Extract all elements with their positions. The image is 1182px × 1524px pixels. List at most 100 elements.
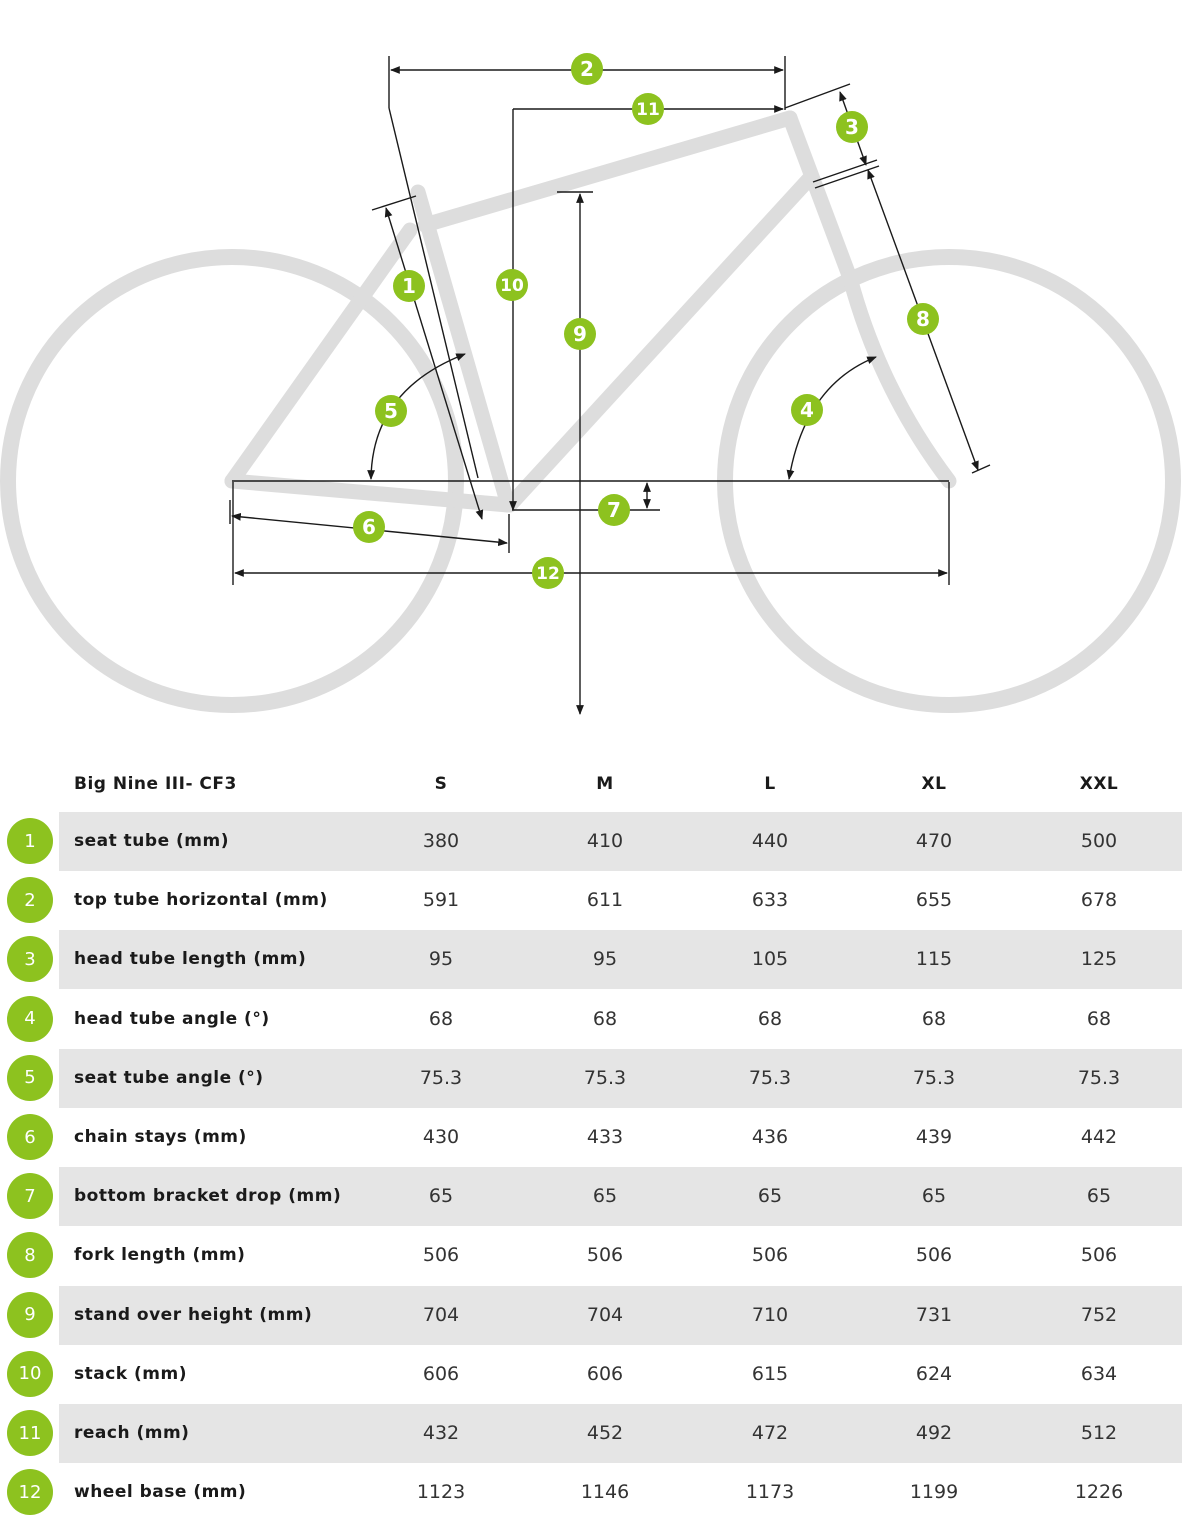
cell-value-xl: 115 bbox=[915, 948, 953, 971]
table-row: 1 seat tube (mm) 380 410 440 470 500 bbox=[0, 812, 1182, 871]
cell-value-xxl: 512 bbox=[1080, 1422, 1118, 1444]
table-row: 3 head tube length (mm) 95 95 105 115 125 bbox=[0, 930, 1182, 990]
size-header-m: M bbox=[596, 774, 614, 794]
cell-value-l: 472 bbox=[751, 1422, 789, 1444]
svg-text:1: 1 bbox=[402, 274, 416, 298]
row-number-badge: 1 bbox=[7, 818, 53, 864]
row-label: fork length (mm) bbox=[74, 1245, 246, 1266]
badge-6: 6 bbox=[353, 511, 385, 543]
cell-value-xl: 65 bbox=[921, 1185, 947, 1208]
cell-value-xl: 68 bbox=[921, 1007, 947, 1030]
cell-value-xxl: 634 bbox=[1080, 1362, 1118, 1385]
cell-value-m: 65 bbox=[592, 1185, 618, 1208]
cell-value-l: 615 bbox=[751, 1362, 789, 1385]
row-label: bottom bracket drop (mm) bbox=[74, 1186, 342, 1207]
size-header-l: L bbox=[764, 774, 776, 794]
cell-value-l: 633 bbox=[751, 889, 789, 912]
badge-10: 10 bbox=[496, 269, 528, 301]
cell-value-xxl: 500 bbox=[1080, 830, 1118, 852]
badge-9: 9 bbox=[564, 318, 596, 350]
cell-value-xxl: 65 bbox=[1086, 1185, 1112, 1208]
svg-text:6: 6 bbox=[362, 515, 376, 539]
cell-value-xxl: 752 bbox=[1080, 1303, 1118, 1326]
row-number-badge: 11 bbox=[7, 1410, 53, 1456]
cell-value-xxl: 506 bbox=[1080, 1244, 1118, 1267]
cell-value-s: 1123 bbox=[416, 1481, 466, 1504]
cell-value-m: 75.3 bbox=[583, 1066, 627, 1089]
cell-value-s: 75.3 bbox=[419, 1066, 463, 1089]
cell-value-m: 433 bbox=[586, 1126, 624, 1148]
svg-text:7: 7 bbox=[607, 498, 621, 522]
svg-text:3: 3 bbox=[845, 115, 859, 139]
svg-text:2: 2 bbox=[580, 57, 594, 81]
size-header-s: S bbox=[434, 774, 448, 794]
cell-value-l: 105 bbox=[751, 948, 789, 971]
row-number-badge: 2 bbox=[7, 877, 53, 924]
cell-value-xxl: 442 bbox=[1080, 1126, 1118, 1148]
cell-value-xxl: 75.3 bbox=[1077, 1066, 1121, 1089]
cell-value-l: 506 bbox=[751, 1244, 789, 1267]
bike-frame bbox=[224, 110, 957, 513]
cell-value-m: 611 bbox=[586, 889, 624, 912]
row-number-badge: 5 bbox=[7, 1054, 53, 1101]
row-number-badge: 10 bbox=[7, 1350, 53, 1397]
row-background bbox=[59, 812, 1182, 871]
svg-text:10: 10 bbox=[500, 276, 524, 296]
table-row: 6 chain stays (mm) 430 433 436 439 442 bbox=[0, 1108, 1182, 1167]
row-label: head tube length (mm) bbox=[74, 949, 307, 970]
cell-value-l: 65 bbox=[757, 1185, 783, 1208]
cell-value-xl: 1199 bbox=[909, 1481, 959, 1504]
row-number-badge: 4 bbox=[7, 995, 53, 1042]
cell-value-xl: 624 bbox=[915, 1362, 953, 1385]
cell-value-s: 65 bbox=[428, 1185, 454, 1208]
cell-value-s: 430 bbox=[422, 1126, 460, 1148]
table-header-row: Big Nine III- CF3 S M L XL XXL bbox=[0, 755, 1182, 814]
row-number-badge: 8 bbox=[7, 1232, 53, 1279]
cell-value-l: 68 bbox=[757, 1007, 783, 1030]
cell-value-xl: 655 bbox=[915, 889, 953, 912]
row-background bbox=[59, 930, 1182, 990]
cell-value-xxl: 1226 bbox=[1074, 1481, 1124, 1504]
row-number-badge: 3 bbox=[7, 936, 53, 983]
badge-11: 11 bbox=[632, 93, 664, 125]
dimension-badges: 1 2 3 4 5 6 7 8 9 10 11 12 bbox=[353, 53, 939, 589]
model-name: Big Nine III- CF3 bbox=[74, 774, 237, 794]
svg-text:9: 9 bbox=[573, 322, 587, 346]
row-label: head tube angle (°) bbox=[74, 1008, 270, 1029]
cell-value-l: 436 bbox=[751, 1126, 789, 1148]
cell-value-l: 1173 bbox=[745, 1481, 795, 1504]
cell-value-m: 704 bbox=[586, 1303, 624, 1326]
table-row: 7 bottom bracket drop (mm) 65 65 65 65 65 bbox=[0, 1167, 1182, 1227]
cell-value-m: 95 bbox=[592, 948, 618, 971]
row-label: seat tube (mm) bbox=[74, 831, 229, 851]
cell-value-xl: 470 bbox=[915, 830, 953, 852]
cell-value-m: 452 bbox=[586, 1422, 624, 1444]
cell-value-xl: 492 bbox=[915, 1422, 953, 1444]
row-background bbox=[59, 1048, 1182, 1108]
cell-value-xxl: 125 bbox=[1080, 948, 1118, 971]
row-label: wheel base (mm) bbox=[74, 1482, 247, 1503]
cell-value-xxl: 678 bbox=[1080, 889, 1118, 912]
table-row: 9 stand over height (mm) 704 704 710 731 752 bbox=[0, 1285, 1182, 1345]
row-number-badge: 6 bbox=[7, 1114, 53, 1160]
badge-12: 12 bbox=[532, 557, 564, 589]
table-row: 5 seat tube angle (°) 75.3 75.3 75.3 75.3 75.3 bbox=[0, 1048, 1182, 1108]
row-background bbox=[59, 1285, 1182, 1345]
table-row: 2 top tube horizontal (mm) 591 611 633 655 678 bbox=[0, 871, 1182, 930]
table-row: 10 stack (mm) 606 606 615 624 634 bbox=[0, 1345, 1182, 1404]
bike-geometry-diagram: 1 2 3 4 5 6 7 8 9 10 11 12 bbox=[0, 53, 1181, 715]
cell-value-s: 606 bbox=[422, 1362, 460, 1385]
svg-text:12: 12 bbox=[536, 564, 560, 584]
row-background bbox=[59, 1404, 1182, 1463]
svg-text:4: 4 bbox=[800, 398, 814, 422]
cell-value-l: 440 bbox=[751, 830, 789, 852]
cell-value-xl: 439 bbox=[915, 1126, 953, 1148]
badge-4: 4 bbox=[791, 394, 823, 426]
row-number-badge: 9 bbox=[7, 1291, 53, 1338]
row-number-badge: 7 bbox=[7, 1173, 53, 1220]
cell-value-l: 710 bbox=[751, 1303, 789, 1326]
cell-value-m: 1146 bbox=[580, 1481, 630, 1504]
row-label: chain stays (mm) bbox=[74, 1127, 247, 1147]
svg-text:5: 5 bbox=[384, 399, 398, 423]
cell-value-s: 591 bbox=[422, 889, 460, 912]
